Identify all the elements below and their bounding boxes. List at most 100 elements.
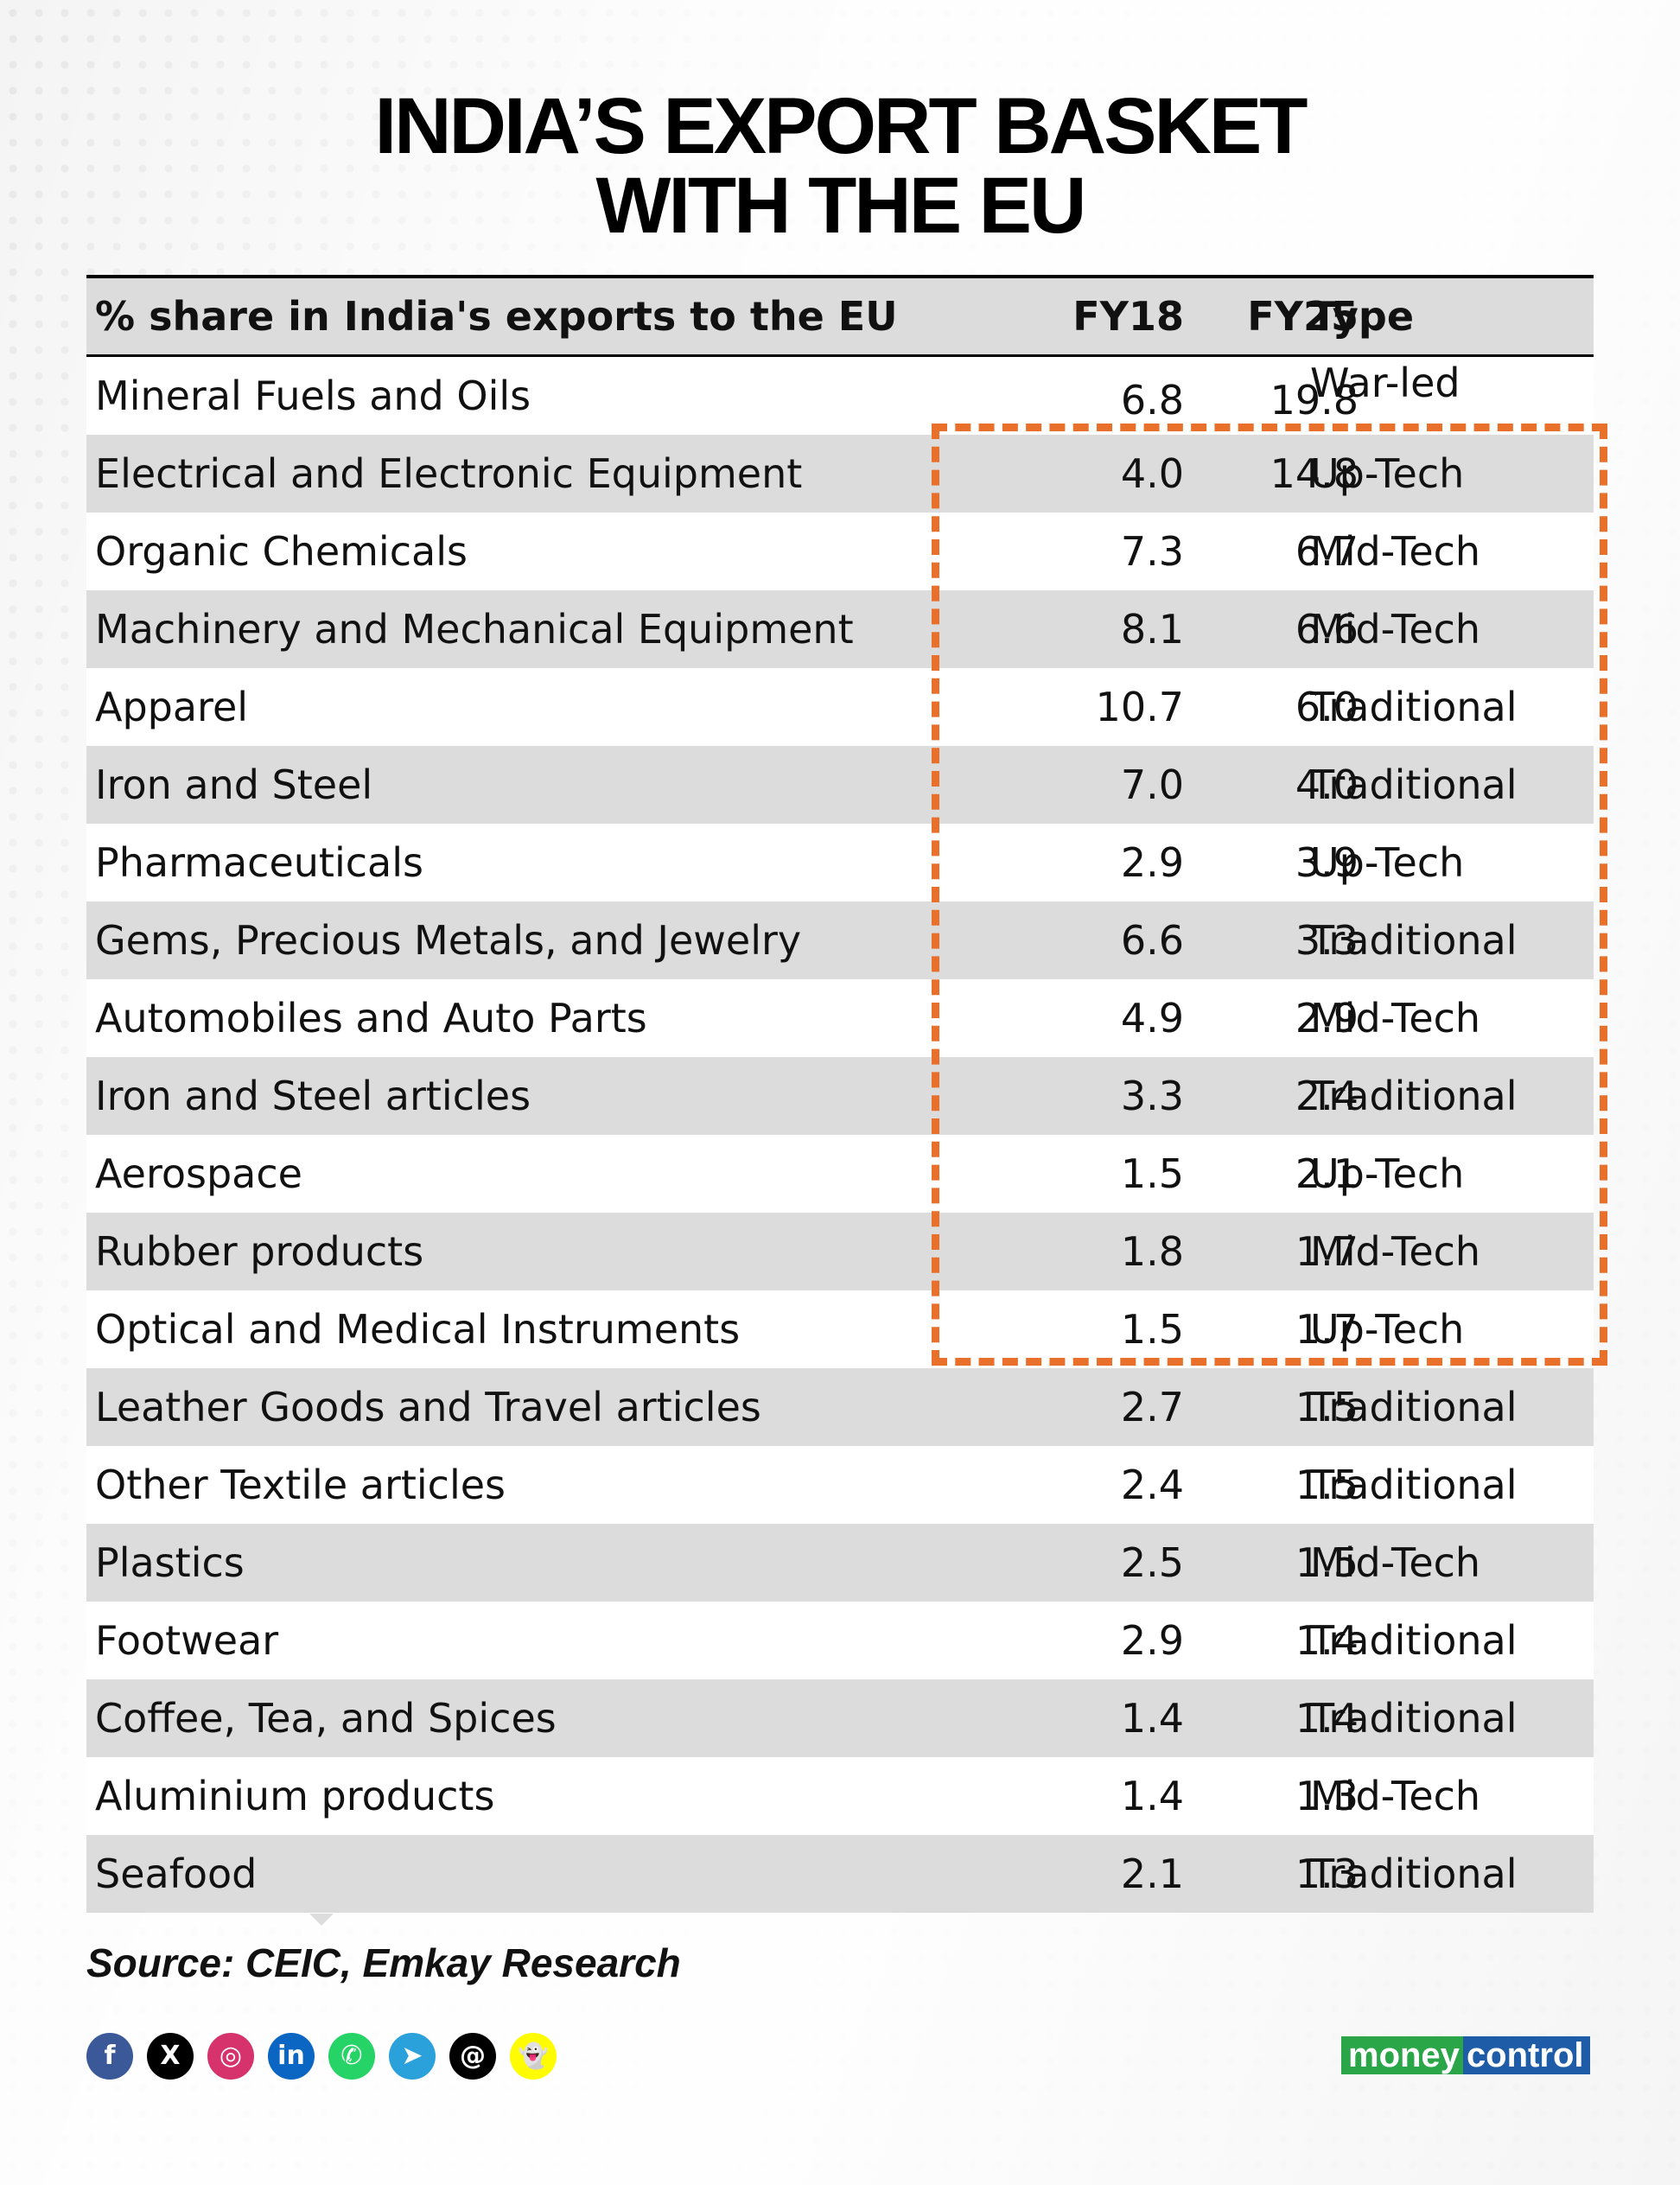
table-row: Optical and Medical Instruments 1.5 1.7 Up-… <box>86 1290 1594 1368</box>
row-type: Traditional <box>1310 1462 1518 1508</box>
row-fy18-value: 2.5 <box>1120 1539 1184 1586</box>
table-row: Iron and Steel 7.0 4.0 Traditional <box>86 746 1594 824</box>
page-title: INDIA’S EXPORT BASKET WITH THE EU <box>0 86 1680 245</box>
row-fy25-value: 3.3 <box>1295 917 1359 964</box>
row-fy18-value: 6.8 <box>1120 377 1184 424</box>
row-fy18-value: 3.3 <box>1120 1073 1184 1119</box>
table-row: Automobiles and Auto Parts 4.9 2.9 Mid-Tech <box>86 979 1594 1057</box>
row-type: Mid-Tech <box>1310 1228 1481 1275</box>
title-line-2: WITH THE EU <box>595 162 1087 250</box>
row-fy18-value: 4.0 <box>1120 450 1184 497</box>
row-label: Rubber products <box>95 1228 424 1275</box>
row-type: Traditional <box>1310 1384 1518 1430</box>
row-label: Leather Goods and Travel articles <box>95 1384 761 1430</box>
row-fy18-value: 1.4 <box>1120 1773 1184 1819</box>
row-label: Electrical and Electronic Equipment <box>95 450 803 497</box>
row-fy25-value: 14.8 <box>1270 450 1359 497</box>
row-type: Up-Tech <box>1310 1306 1465 1353</box>
row-label: Mineral Fuels and Oils <box>95 373 531 419</box>
row-fy25-value: 6.7 <box>1295 528 1359 575</box>
row-type: Traditional <box>1310 684 1518 730</box>
header-fy25: FY25 <box>1247 293 1359 340</box>
row-fy25-value: 1.3 <box>1295 1851 1359 1897</box>
row-type: Mid-Tech <box>1310 995 1481 1042</box>
table-row: Seafood 2.1 1.3 Traditional <box>86 1835 1594 1913</box>
row-fy18-value: 1.8 <box>1120 1228 1184 1275</box>
row-type: Mid-Tech <box>1310 606 1481 653</box>
source-note: Source: CEIC, Emkay Research <box>86 1940 681 1985</box>
row-label: Aerospace <box>95 1150 302 1197</box>
row-label: Automobiles and Auto Parts <box>95 995 647 1042</box>
row-type: Mid-Tech <box>1310 528 1481 575</box>
row-type: Mid-Tech <box>1310 1773 1481 1819</box>
moneycontrol-logo: money control <box>1341 2029 1594 2081</box>
highlight-box <box>932 424 1607 1366</box>
row-fy25-value: 3.9 <box>1295 839 1359 886</box>
row-label: Coffee, Tea, and Spices <box>95 1695 557 1742</box>
row-fy18-value: 10.7 <box>1095 684 1184 730</box>
row-type: Up-Tech <box>1310 450 1465 497</box>
x-icon[interactable]: X <box>147 2033 194 2080</box>
linkedin-icon[interactable]: in <box>268 2033 315 2080</box>
row-label: Seafood <box>95 1851 258 1897</box>
table-row: Other Textile articles 2.4 1.5 Traditional <box>86 1446 1594 1524</box>
row-label: Optical and Medical Instruments <box>95 1306 741 1353</box>
row-fy25-value: 1.5 <box>1295 1384 1359 1430</box>
row-label: Pharmaceuticals <box>95 839 423 886</box>
table-row: Leather Goods and Travel articles 2.7 1.5 T… <box>86 1368 1594 1446</box>
whatsapp-icon[interactable]: ✆ <box>328 2033 375 2080</box>
row-fy18-value: 7.3 <box>1120 528 1184 575</box>
table-row: Iron and Steel articles 3.3 2.4 Traditional <box>86 1057 1594 1135</box>
table-row: Organic Chemicals 7.3 6.7 Mid-Tech <box>86 513 1594 590</box>
row-fy25-value: 1.5 <box>1295 1462 1359 1508</box>
row-fy25-value: 1.3 <box>1295 1773 1359 1819</box>
row-label: Organic Chemicals <box>95 528 468 575</box>
facebook-icon[interactable]: f <box>86 2033 133 2080</box>
row-fy18-value: 2.1 <box>1120 1851 1184 1897</box>
row-type: Up-Tech <box>1310 839 1465 886</box>
row-fy25-value: 1.7 <box>1295 1228 1359 1275</box>
row-fy25-value: 2.9 <box>1295 995 1359 1042</box>
table-row: Aluminium products 1.4 1.3 Mid-Tech <box>86 1757 1594 1835</box>
row-type: Traditional <box>1310 1617 1518 1664</box>
table-row: Apparel 10.7 6.0 Traditional <box>86 668 1594 746</box>
row-fy25-value: 2.1 <box>1295 1150 1359 1197</box>
row-type: Traditional <box>1310 761 1518 808</box>
header-fy18: FY18 <box>1072 293 1184 340</box>
row-type: Mid-Tech <box>1310 1539 1481 1586</box>
logo-money: money <box>1341 2036 1463 2074</box>
table-row: Pharmaceuticals 2.9 3.9 Up-Tech <box>86 824 1594 901</box>
logo-control: control <box>1462 2036 1591 2074</box>
row-fy25-value: 6.0 <box>1295 684 1359 730</box>
row-type: Traditional <box>1310 1695 1518 1742</box>
row-fy25-value: 1.5 <box>1295 1539 1359 1586</box>
table-row: Electrical and Electronic Equipment 4.0 14… <box>86 435 1594 513</box>
threads-icon[interactable]: @ <box>449 2033 496 2080</box>
table-body: Mineral Fuels and Oils 6.8 19.8 War-led Elec… <box>86 357 1594 1913</box>
header-type: Type <box>1310 293 1415 340</box>
row-label: Iron and Steel articles <box>95 1073 531 1119</box>
snapchat-icon[interactable]: 👻 <box>510 2033 557 2080</box>
table-row: Coffee, Tea, and Spices 1.4 1.4 Traditional <box>86 1679 1594 1757</box>
row-fy25-value: 4.0 <box>1295 761 1359 808</box>
row-type: Up-Tech <box>1310 1150 1465 1197</box>
row-label: Iron and Steel <box>95 761 373 808</box>
row-type: Traditional <box>1310 917 1518 964</box>
telegram-icon[interactable]: ➤ <box>389 2033 436 2080</box>
instagram-icon[interactable]: ◎ <box>207 2033 254 2080</box>
header-label: % share in India's exports to the EU <box>95 293 898 340</box>
table-row: Aerospace 1.5 2.1 Up-Tech <box>86 1135 1594 1213</box>
table-row: Footwear 2.9 1.4 Traditional <box>86 1602 1594 1679</box>
row-fy25-value: 19.8 <box>1270 377 1359 424</box>
row-label: Apparel <box>95 684 249 730</box>
row-fy25-value: 1.4 <box>1295 1695 1359 1742</box>
table-row: Gems, Precious Metals, and Jewelry 6.6 3.3… <box>86 901 1594 979</box>
export-table: % share in India's exports to the EU FY1… <box>86 275 1594 1913</box>
row-fy18-value: 4.9 <box>1120 995 1184 1042</box>
row-fy18-value: 2.4 <box>1120 1462 1184 1508</box>
table-row: Machinery and Mechanical Equipment 8.1 6.6… <box>86 590 1594 668</box>
row-label: Plastics <box>95 1539 245 1586</box>
row-fy18-value: 6.6 <box>1120 917 1184 964</box>
table-row: Rubber products 1.8 1.7 Mid-Tech <box>86 1213 1594 1290</box>
row-type: Traditional <box>1310 1851 1518 1897</box>
